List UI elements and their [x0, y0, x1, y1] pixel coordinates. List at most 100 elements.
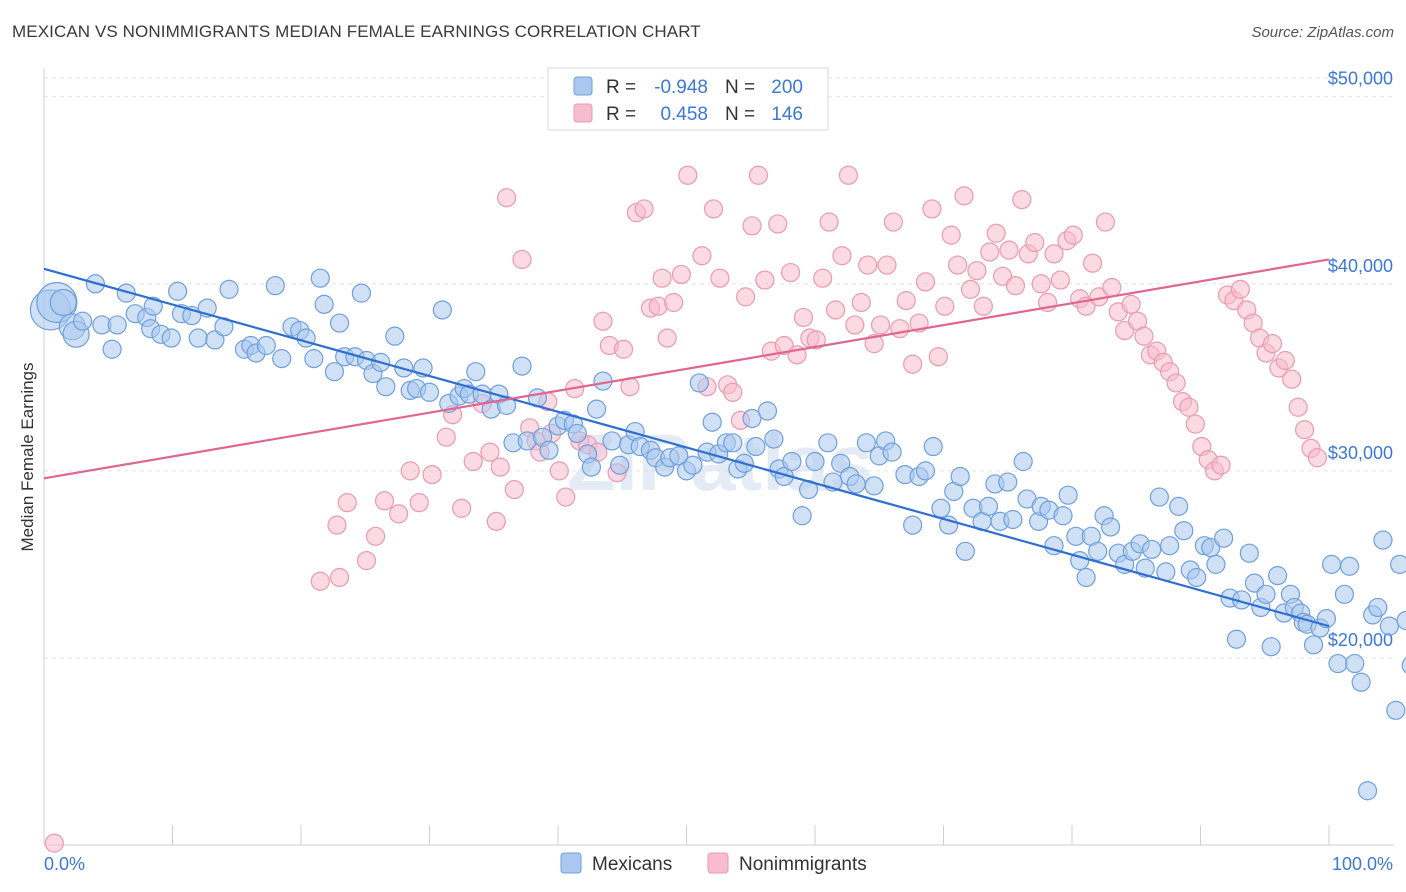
mexicans-point: [1261, 637, 1281, 657]
mexicans-point: [856, 433, 877, 453]
mexicans-point: [1076, 567, 1096, 588]
mexicans-point: [864, 476, 884, 496]
mexicans-trend-line: [43, 267, 1330, 628]
mexicans-point: [107, 315, 127, 335]
trend-lines: [43, 258, 1330, 628]
mexicans-point: [1267, 566, 1288, 586]
nonimmigrants-point: [993, 266, 1013, 286]
legend-swatch-pink: [573, 103, 593, 123]
nonimmigrants-point: [310, 571, 330, 591]
nonimmigrants-point: [490, 457, 510, 477]
mexicans-point: [1142, 539, 1162, 560]
mexicans-point: [351, 283, 371, 303]
nonimmigrants-point: [1031, 274, 1051, 294]
nonimmigrants-point: [1185, 414, 1205, 434]
nonimmigrants-point: [664, 292, 684, 313]
nonimmigrants-point: [512, 249, 532, 270]
nonimmigrants-point: [1134, 326, 1154, 346]
nonimmigrants-point: [748, 165, 769, 185]
mexicans-point: [1187, 567, 1207, 588]
nonimmigrants-point: [1230, 279, 1250, 299]
mexicans-point: [1345, 653, 1365, 674]
mexicans-point: [1339, 556, 1360, 576]
nonimmigrants-point: [813, 268, 833, 288]
mexicans-point: [512, 356, 532, 376]
mexicans-point: [205, 330, 225, 350]
source-credit: Source: ZipAtlas.com: [1251, 24, 1394, 41]
nonimmigrants-point: [504, 479, 524, 500]
nonimmigrants-point: [1211, 455, 1231, 475]
mexicans-point: [831, 453, 851, 473]
mexicans-point: [931, 498, 951, 518]
mexicans-point: [143, 296, 163, 316]
nonimmigrants-point: [486, 511, 506, 531]
mexicans-point: [1379, 616, 1399, 636]
mexicans-point: [1351, 672, 1371, 692]
nonimmigrants-point: [1121, 294, 1141, 314]
nonimmigrants-point: [44, 833, 64, 853]
mexicans-point: [1244, 573, 1265, 593]
mexicans-point: [539, 440, 559, 460]
bottom-legend-swatch-mexicans: [560, 852, 582, 874]
mexicans-point: [882, 442, 902, 462]
mexicans-point: [586, 399, 607, 419]
mexicans-point: [1396, 610, 1406, 631]
mexicans-point: [1214, 528, 1234, 548]
nonimmigrants-point: [742, 216, 762, 236]
mexicans-point: [1003, 509, 1023, 530]
legend-r-value-2: 0.458: [660, 104, 708, 125]
nonimmigrants-point: [374, 491, 395, 511]
nonimmigrants-point: [883, 212, 903, 232]
nonimmigrants-point: [422, 464, 442, 485]
nonimmigrants-point: [736, 287, 756, 307]
nonimmigrants-point: [463, 451, 483, 472]
mexicans-point: [102, 339, 122, 359]
nonimmigrants-point: [960, 279, 981, 299]
nonimmigrants-point: [400, 461, 420, 481]
nonimmigrants-point: [903, 354, 923, 374]
nonimmigrants-point: [838, 165, 859, 185]
nonimmigrants-point: [1307, 448, 1328, 468]
nonimmigrants-point: [556, 487, 576, 507]
mexicans-point: [915, 461, 936, 481]
nonimmigrants-point: [1095, 212, 1116, 232]
legend-n-value-2: 146: [771, 104, 803, 125]
nonimmigrants-point: [845, 315, 865, 335]
mexicans-point: [1390, 554, 1406, 574]
mexicans-point: [1013, 451, 1033, 472]
mexicans-point: [1206, 554, 1226, 574]
nonimmigrants-point: [806, 330, 826, 350]
mexicans-point: [265, 276, 285, 296]
mexicans-point: [314, 294, 334, 314]
nonimmigrants-point: [1115, 320, 1135, 341]
mexicans-point: [1256, 584, 1276, 604]
nonimmigrants-point: [703, 199, 724, 219]
legend-r-value-1: -0.948: [654, 77, 708, 98]
correlation-legend: R = -0.948 N = 200 R = 0.458 N = 146: [547, 67, 829, 131]
nonimmigrants-point: [549, 461, 569, 481]
mexicans-point: [1174, 521, 1194, 541]
nonimmigrants-point: [634, 199, 654, 219]
nonimmigrants-point: [723, 382, 743, 402]
bottom-legend-mexicans: Mexicans: [592, 854, 672, 875]
nonimmigrants-point: [793, 307, 814, 328]
mexicans-point: [782, 451, 802, 472]
nonimmigrants-point: [954, 186, 974, 206]
nonimmigrants-point: [870, 315, 891, 335]
mexicans-point: [1386, 700, 1406, 720]
nonimmigrants-point: [452, 498, 472, 518]
mexicans-point: [567, 423, 587, 444]
nonimmigrants-point: [327, 515, 347, 535]
nonimmigrants-point: [948, 255, 968, 275]
mexicans-point: [1239, 543, 1259, 563]
mexicans-point: [1368, 597, 1388, 618]
mexicans-point: [689, 373, 709, 393]
mexicans-point: [1401, 657, 1406, 674]
nonimmigrants-point: [999, 240, 1019, 260]
nonimmigrants-point: [657, 328, 677, 348]
mexicans-point: [310, 268, 330, 288]
nonimmigrants-point: [356, 551, 377, 571]
y-tick-label: $40,000: [1328, 256, 1393, 276]
mexicans-point: [764, 429, 784, 449]
